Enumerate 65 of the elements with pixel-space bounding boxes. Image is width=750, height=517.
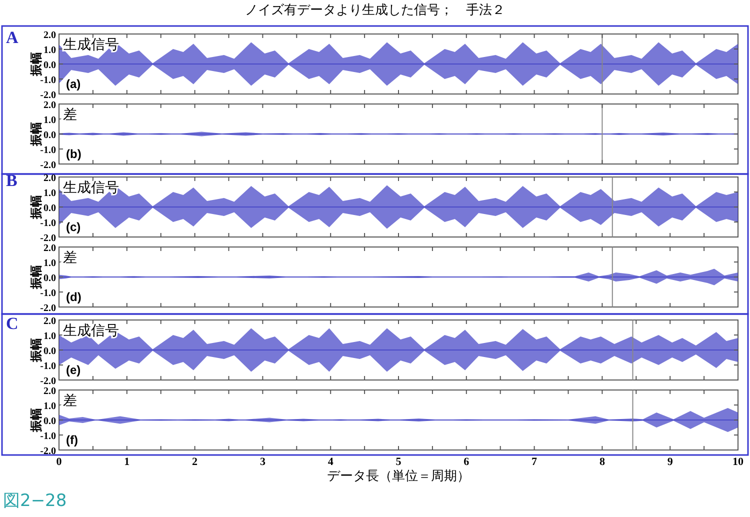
x-tick-label: 10 — [732, 456, 744, 468]
annotation: (b) — [66, 147, 82, 161]
y-tick-label: -2.0 — [40, 233, 56, 244]
x-tick-label: 4 — [328, 456, 334, 468]
caption: 図2−28 — [3, 491, 67, 511]
y-tick-label: -1.0 — [40, 431, 56, 442]
y-tick-label: 2.0 — [44, 173, 56, 184]
x-tick-label: 9 — [667, 456, 674, 468]
x-tick-label: 5 — [396, 456, 402, 468]
y-tick-label: 1.0 — [44, 258, 56, 269]
y-tick-label: -2.0 — [40, 376, 56, 387]
annotation: 生成信号 — [63, 180, 119, 196]
text: B — [6, 171, 18, 190]
y-tick-label: 1.0 — [44, 401, 56, 412]
y-tick-label: 2.0 — [44, 316, 56, 327]
chart-title: ノイズ有データより生成した信号； 手法２ — [245, 2, 505, 17]
annotation: 差 — [63, 250, 77, 266]
annotation: 生成信号 — [63, 37, 119, 53]
y-tick-label: 1.0 — [44, 188, 56, 199]
annotation: 差 — [63, 393, 77, 409]
y-tick-label: 0.0 — [44, 203, 56, 214]
y-tick-label: 0.0 — [44, 60, 56, 71]
y-tick-label: -1.0 — [40, 145, 56, 156]
text: C — [6, 314, 18, 333]
annotation: 差 — [63, 107, 77, 123]
y-axis-title: 振幅 — [29, 122, 43, 147]
y-tick-label: 0.0 — [44, 273, 56, 284]
x-tick-label: 1 — [124, 456, 130, 468]
annotation: (d) — [66, 290, 82, 304]
x-axis-title: データ長（単位＝周期） — [327, 468, 470, 483]
x-tick-label: 8 — [599, 456, 606, 468]
annotation: (c) — [66, 220, 81, 234]
y-tick-label: 0.0 — [44, 346, 56, 357]
annotation: (e) — [66, 363, 81, 377]
y-axis-title: 振幅 — [29, 265, 43, 290]
y-tick-label: -1.0 — [40, 75, 56, 86]
y-tick-label: 1.0 — [44, 331, 56, 342]
y-tick-label: -2.0 — [40, 160, 56, 171]
y-tick-label: -1.0 — [40, 218, 56, 229]
text: A — [6, 28, 19, 47]
x-tick-label: 2 — [192, 456, 198, 468]
y-axis-title: 振幅 — [29, 338, 43, 363]
y-tick-label: 2.0 — [44, 243, 56, 254]
y-tick-label: -2.0 — [40, 90, 56, 101]
y-axis-title: 振幅 — [29, 408, 43, 433]
y-tick-label: 0.0 — [44, 416, 56, 427]
x-tick-label: 3 — [260, 456, 266, 468]
y-tick-label: 1.0 — [44, 115, 56, 126]
y-tick-label: -2.0 — [40, 303, 56, 314]
y-axis-title: 振幅 — [29, 195, 43, 220]
annotation: (f) — [66, 433, 78, 447]
x-tick-label: 6 — [464, 456, 470, 468]
y-tick-label: 2.0 — [44, 100, 56, 111]
y-tick-label: -1.0 — [40, 361, 56, 372]
annotation: 生成信号 — [63, 323, 119, 339]
y-tick-label: 1.0 — [44, 45, 56, 56]
y-tick-label: -1.0 — [40, 288, 56, 299]
y-tick-label: -2.0 — [40, 446, 56, 457]
y-axis-title: 振幅 — [29, 52, 43, 77]
x-tick-label: 0 — [56, 456, 62, 468]
x-tick-label: 7 — [532, 456, 538, 468]
y-tick-label: 0.0 — [44, 130, 56, 141]
y-tick-label: 2.0 — [44, 386, 56, 397]
y-tick-label: 2.0 — [44, 30, 56, 41]
annotation: (a) — [66, 77, 81, 91]
